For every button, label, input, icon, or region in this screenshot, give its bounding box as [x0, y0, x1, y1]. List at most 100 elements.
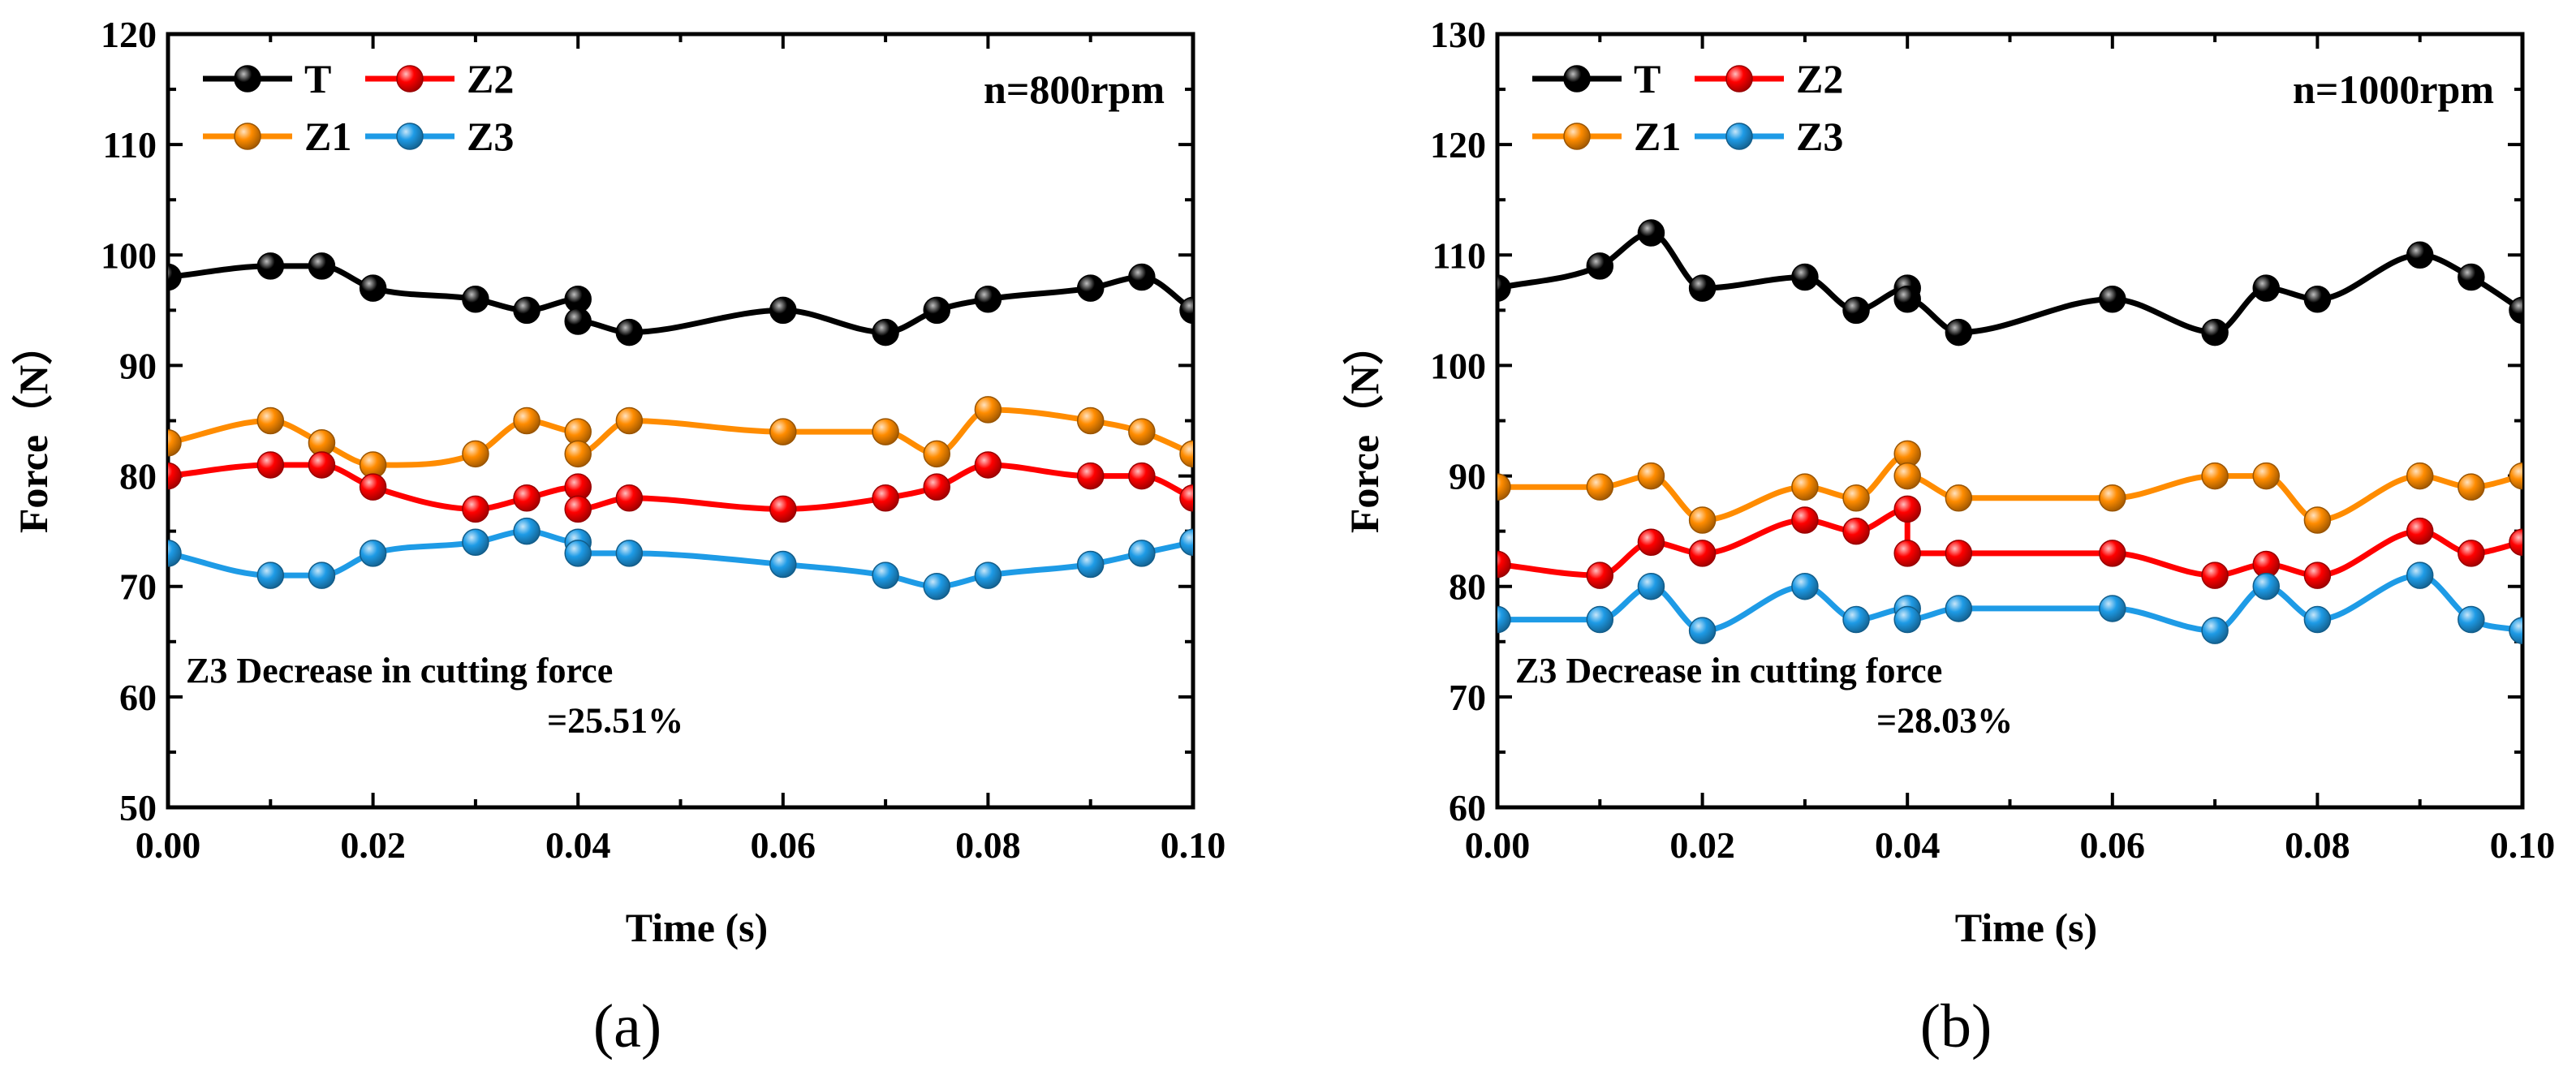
- x-tick-label: 0.02: [340, 824, 406, 866]
- data-point: [1128, 263, 1156, 291]
- data-point: [1497, 550, 1511, 579]
- data-point: [2458, 473, 2485, 501]
- data-point: [168, 428, 182, 457]
- annotation-line2: =28.03%: [1876, 700, 2013, 740]
- data-point: [2509, 617, 2522, 644]
- panel-label: (b): [1920, 992, 1992, 1061]
- data-point: [974, 396, 1002, 424]
- data-point: [1688, 506, 1717, 534]
- data-point: [2099, 595, 2126, 622]
- data-point: [872, 561, 899, 589]
- data-point: [168, 462, 182, 490]
- chart-panel-b: 60 70 80 90 100 110 120 130 0.00 0.02 0.04 0.06 0.08…: [1342, 14, 2555, 1061]
- data-point: [974, 561, 1002, 589]
- legend-label-z1: Z1: [304, 114, 351, 159]
- data-point: [769, 550, 797, 579]
- data-point: [1893, 540, 1921, 567]
- data-point: [2201, 561, 2229, 589]
- data-point: [2303, 285, 2332, 313]
- data-point: [2406, 462, 2434, 490]
- data-point: [1945, 484, 1973, 512]
- speed-label: n=1000rpm: [2293, 67, 2494, 112]
- legend-marker-t: [234, 65, 261, 93]
- data-point: [1128, 418, 1156, 445]
- data-point: [308, 252, 336, 280]
- data-point: [974, 451, 1002, 479]
- data-point: [2252, 274, 2280, 302]
- x-tick-label: 0.06: [2080, 824, 2146, 866]
- data-point: [615, 484, 644, 512]
- data-point: [872, 318, 899, 346]
- x-axis-title: Time (s): [626, 905, 768, 950]
- data-point: [923, 296, 950, 325]
- data-point: [1179, 484, 1193, 512]
- data-point: [2509, 296, 2522, 325]
- series-line-t: [168, 263, 1193, 336]
- data-point: [1076, 407, 1105, 435]
- data-point: [1893, 495, 1921, 523]
- data-point: [615, 407, 644, 435]
- legend-label-t: T: [304, 56, 331, 101]
- y-tick-label: 90: [1449, 456, 1486, 497]
- data-point: [2303, 561, 2332, 589]
- data-point: [1637, 219, 1665, 247]
- series-markers-z2: [1497, 495, 2522, 589]
- data-point: [1945, 595, 1973, 622]
- data-point: [168, 263, 182, 291]
- y-tick-label: 120: [101, 14, 157, 55]
- series-markers-z1: [1497, 440, 2522, 534]
- legend-label-z2: Z2: [1796, 56, 1843, 101]
- y-tick-label: 110: [103, 124, 157, 166]
- data-point: [256, 407, 285, 435]
- data-point: [2509, 528, 2522, 557]
- legend: T Z2 Z1 Z3: [203, 56, 514, 159]
- x-axis-title: Time (s): [1955, 905, 2097, 950]
- series-line-t: [1497, 230, 2522, 336]
- data-point: [462, 495, 489, 523]
- y-tick-label: 100: [1430, 345, 1486, 386]
- data-point: [513, 296, 541, 325]
- y-tick-label: 60: [1449, 787, 1486, 828]
- x-tick-label: 0.00: [1465, 824, 1531, 866]
- data-point: [615, 540, 644, 567]
- data-point: [1586, 605, 1614, 634]
- data-point: [1497, 274, 1511, 302]
- y-tick-label: 50: [119, 787, 157, 828]
- data-point: [1842, 517, 1870, 545]
- y-tick-label: 70: [1449, 677, 1486, 718]
- data-point: [462, 528, 489, 557]
- data-point: [2303, 506, 2332, 534]
- y-tick-label: 130: [1430, 14, 1486, 55]
- data-point: [872, 484, 899, 512]
- data-point: [923, 572, 950, 600]
- data-point: [513, 517, 541, 545]
- series-markers-z3: [1497, 561, 2522, 644]
- data-point: [1893, 462, 1921, 490]
- data-point: [1842, 484, 1870, 512]
- data-point: [1637, 528, 1665, 557]
- data-point: [513, 407, 541, 435]
- y-tick-label: 60: [119, 677, 157, 718]
- data-point: [2099, 285, 2126, 313]
- data-point: [1945, 318, 1973, 346]
- x-tick-label: 0.00: [136, 824, 201, 866]
- data-point: [2201, 462, 2229, 490]
- data-point: [462, 285, 489, 313]
- series-markers-z3: [168, 517, 1193, 600]
- legend-marker-z1: [1563, 123, 1591, 150]
- legend-label-z1: Z1: [1634, 114, 1681, 159]
- data-point: [1497, 605, 1511, 634]
- y-tick-label: 70: [119, 566, 157, 608]
- data-point: [1128, 462, 1156, 490]
- legend-marker-z1: [234, 123, 261, 150]
- data-point: [2303, 605, 2332, 634]
- legend-marker-z2: [396, 65, 424, 93]
- data-point: [308, 451, 336, 479]
- data-point: [923, 440, 950, 468]
- data-point: [1688, 274, 1717, 302]
- data-point: [308, 561, 336, 589]
- data-point: [359, 473, 387, 501]
- legend-marker-z3: [396, 123, 424, 150]
- data-point: [1076, 462, 1105, 490]
